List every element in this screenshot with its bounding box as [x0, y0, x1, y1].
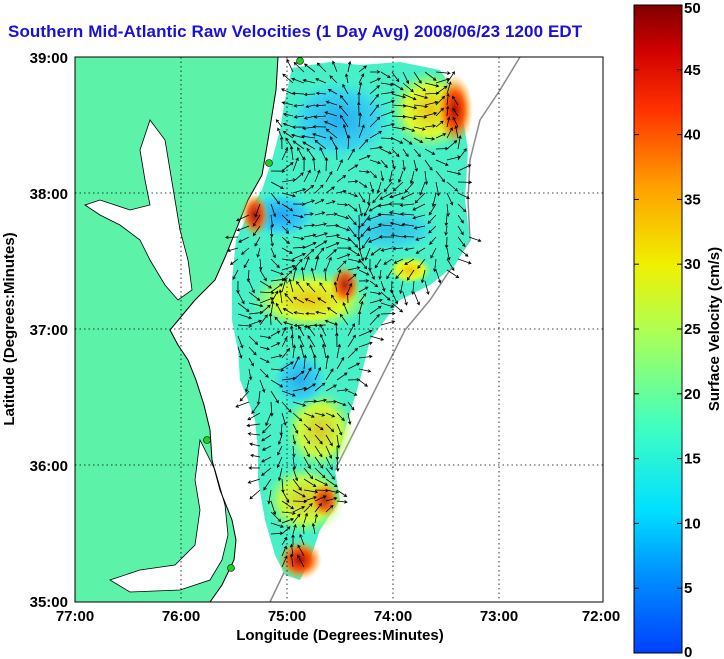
radar-site-marker	[296, 57, 304, 65]
colorbar-tick-label: 45	[684, 62, 701, 79]
colorbar-tick-label: 50	[684, 0, 701, 17]
coastline	[169, 57, 279, 602]
radar-site-marker	[227, 564, 235, 572]
bay-water	[84, 119, 193, 301]
y-tick-label: 39:00	[30, 50, 68, 67]
x-tick-label: 75:00	[268, 608, 306, 625]
y-tick-label: 37:00	[30, 322, 68, 339]
velocity-vectors	[224, 58, 482, 568]
colorbar	[633, 4, 683, 654]
colorbar-tick-label: 0	[684, 644, 692, 659]
y-axis-label: Latitude (Degrees:Minutes)	[1, 232, 18, 425]
colorbar-ticks: 0 5 10 15 20 25 30 35 40 45 50	[634, 0, 701, 659]
y-tick-label: 38:00	[30, 186, 68, 203]
colorbar-tick-label: 15	[684, 451, 701, 468]
x-axis-ticks: 77:00 76:00 75:00 74:00 73:00 72:00	[56, 608, 620, 625]
radar-site-marker	[265, 159, 273, 167]
sound-water	[109, 438, 229, 593]
colorbar-tick-label: 30	[684, 256, 701, 273]
colorbar-tick-label: 35	[684, 191, 701, 208]
radar-site-marker	[203, 436, 211, 444]
colorbar-tick-label: 25	[684, 321, 701, 338]
map-grid	[75, 57, 603, 602]
x-tick-label: 77:00	[56, 608, 94, 625]
y-tick-label: 35:00	[30, 594, 68, 611]
colorbar-tick-label: 40	[684, 127, 701, 144]
y-axis-ticks: 39:00 38:00 37:00 36:00 35:00	[30, 50, 68, 611]
velocity-arrows	[224, 58, 482, 568]
plot-frame	[74, 56, 604, 603]
x-tick-label: 73:00	[480, 608, 518, 625]
colorbar-label: Surface Velocity (cm/s)	[706, 247, 723, 411]
x-axis-label: Longitude (Degrees:Minutes)	[236, 627, 444, 644]
colorbar-tick-label: 5	[684, 580, 692, 597]
x-tick-label: 72:00	[582, 608, 620, 625]
map-title: Southern Mid-Atlantic Raw Velocities (1 …	[8, 22, 583, 41]
colorbar-tick-label: 10	[684, 515, 701, 532]
y-tick-label: 36:00	[30, 458, 68, 475]
colorbar-tick-label: 20	[684, 386, 701, 403]
x-tick-label: 76:00	[162, 608, 200, 625]
x-tick-label: 74:00	[374, 608, 412, 625]
